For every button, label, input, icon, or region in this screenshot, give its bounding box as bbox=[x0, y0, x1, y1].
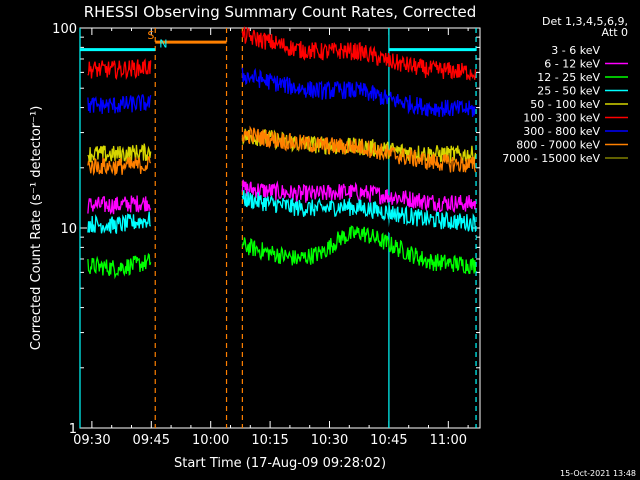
series-trace bbox=[87, 252, 152, 280]
series-trace bbox=[241, 208, 477, 249]
legend-title: Att 0 bbox=[602, 26, 628, 39]
footer-timestamp: 15-Oct-2021 13:48 bbox=[560, 469, 636, 478]
legend-entry: 100 - 300 keV bbox=[523, 112, 600, 125]
series-trace bbox=[241, 190, 477, 232]
series-50-100-keV bbox=[87, 128, 477, 165]
x-tick-label: 10:45 bbox=[370, 433, 407, 448]
legend-entry: 7000 - 15000 keV bbox=[502, 152, 600, 165]
legend-title: Det 1,3,4,5,6,9, bbox=[542, 15, 628, 28]
x-tick-label: 10:00 bbox=[192, 433, 229, 448]
annotation-label: N bbox=[159, 37, 167, 50]
series-25-50-keV bbox=[87, 190, 477, 234]
legend-entry: 6 - 12 keV bbox=[544, 58, 600, 71]
state-bars bbox=[80, 40, 477, 52]
x-tick-label: 10:30 bbox=[311, 433, 348, 448]
series-trace bbox=[87, 93, 152, 114]
series-800-7000-keV bbox=[87, 125, 477, 177]
series-trace bbox=[87, 143, 152, 163]
series-trace bbox=[87, 58, 152, 80]
annotations: SN bbox=[147, 29, 167, 50]
series-trace bbox=[241, 225, 477, 275]
series-trace bbox=[241, 125, 477, 173]
x-tick-label: 10:15 bbox=[251, 433, 288, 448]
y-tick-label: 10 bbox=[60, 222, 77, 237]
series-12-25-keV bbox=[87, 225, 477, 280]
legend-entry: 25 - 50 keV bbox=[537, 85, 600, 98]
series-trace bbox=[87, 211, 152, 234]
legend-entry: 800 - 7000 keV bbox=[516, 139, 600, 152]
series-group bbox=[87, 26, 477, 280]
series-100-300-keV bbox=[87, 26, 477, 82]
plot-axes: 09:30 09:45 10:00 10:15 10:30 10:45 11:00 1 10 10… bbox=[52, 22, 481, 448]
legend-entry: 12 - 25 keV bbox=[537, 71, 600, 84]
y-axis-label: Corrected Count Rate (s⁻¹ detector⁻¹) bbox=[29, 106, 44, 351]
y-tick-label: 1 bbox=[69, 422, 77, 437]
series-6-12-keV bbox=[87, 179, 477, 216]
legend-entry: 300 - 800 keV bbox=[523, 125, 600, 138]
series-trace bbox=[87, 232, 151, 251]
x-tick-label: 09:30 bbox=[73, 433, 110, 448]
legend-entry: 50 - 100 keV bbox=[530, 98, 600, 111]
series-300-800-keV bbox=[87, 67, 476, 118]
annotation-label: S bbox=[147, 29, 154, 42]
series-trace bbox=[241, 26, 477, 82]
series-trace bbox=[87, 156, 152, 177]
chart-title: RHESSI Observing Summary Count Rates, Co… bbox=[84, 3, 477, 21]
y-tick-label: 100 bbox=[52, 22, 77, 37]
series-trace bbox=[241, 128, 477, 165]
series-trace bbox=[87, 195, 152, 216]
series-trace bbox=[241, 67, 476, 118]
x-axis-label: Start Time (17-Aug-09 09:28:02) bbox=[174, 456, 386, 471]
x-tick-label: 11:00 bbox=[430, 433, 467, 448]
legend-entry: 3 - 6 keV bbox=[551, 44, 600, 57]
series-3-6-keV bbox=[87, 208, 477, 251]
x-tick-label: 09:45 bbox=[133, 433, 170, 448]
